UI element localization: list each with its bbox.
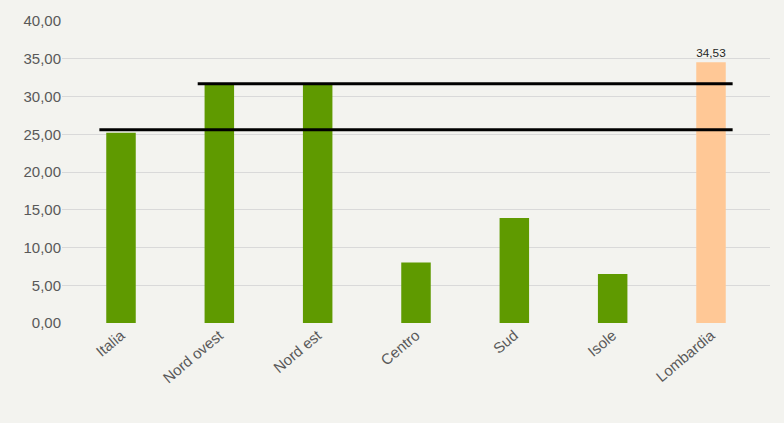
- svg-text:5,00: 5,00: [32, 277, 61, 294]
- svg-text:Lombardia: Lombardia: [653, 326, 719, 385]
- svg-text:Nord ovest: Nord ovest: [160, 326, 227, 386]
- svg-text:35,00: 35,00: [23, 50, 61, 67]
- svg-text:10,00: 10,00: [23, 239, 61, 256]
- svg-text:25,00: 25,00: [23, 126, 61, 143]
- svg-text:40,00: 40,00: [23, 12, 61, 29]
- svg-text:Nord est: Nord est: [270, 326, 325, 376]
- svg-text:Centro: Centro: [377, 327, 422, 369]
- svg-text:0,00: 0,00: [32, 314, 61, 331]
- svg-text:30,00: 30,00: [23, 88, 61, 105]
- svg-text:Sud: Sud: [490, 327, 521, 357]
- svg-text:15,00: 15,00: [23, 201, 61, 218]
- svg-text:20,00: 20,00: [23, 163, 61, 180]
- svg-text:34,53: 34,53: [696, 46, 726, 59]
- svg-text:Italia: Italia: [93, 326, 129, 360]
- svg-text:Isole: Isole: [584, 327, 619, 360]
